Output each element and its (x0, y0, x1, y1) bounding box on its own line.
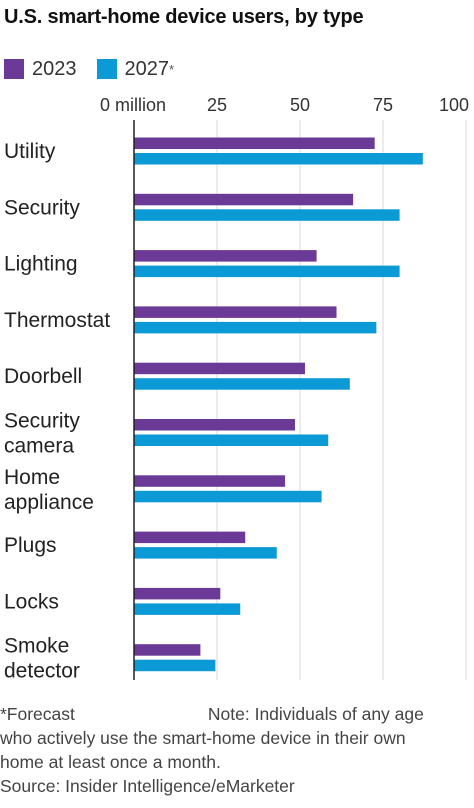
source-note: Source: Insider Intelligence/eMarketer (0, 776, 295, 796)
legend-label-2023: 2023 (32, 57, 77, 80)
chart-title: U.S. smart-home device users, by type (4, 6, 364, 28)
bar-home-appliance-2023 (134, 475, 286, 487)
bar-chart: 0 million 25 50 75 100 Utility Security Lightin… (4, 95, 469, 683)
bar-security-camera-2023 (134, 419, 296, 431)
category-label-smoke-detector-line2: detector (4, 660, 80, 683)
category-label-locks: Locks (4, 590, 59, 613)
bar-utility-2027 (134, 153, 423, 165)
note-line-2: who actively use the smart-home device i… (0, 728, 406, 748)
note-text-1: Note: Individuals of any age (207, 704, 424, 724)
note-line-1: *Forecast Note: Individuals of any age (0, 702, 474, 726)
category-label-home-appliance-line1: Home (4, 466, 60, 489)
bar-security-camera-2027 (134, 434, 329, 446)
x-tick-label-100: 100 (439, 95, 469, 115)
category-label-smoke-detector-line1: Smoke (4, 635, 69, 658)
x-tick-label-50: 50 (290, 95, 310, 115)
category-label-doorbell: Doorbell (4, 365, 82, 388)
bar-plugs-2023 (134, 531, 246, 544)
category-label-security-camera-line1: Security (4, 410, 80, 433)
bar-utility-2023 (134, 137, 375, 149)
category-label-security-camera-line2: camera (4, 435, 74, 458)
bar-thermostat-2027 (134, 321, 377, 334)
chart-notes: *Forecast Note: Individuals of any age wh… (0, 702, 474, 798)
category-label-lighting: Lighting (4, 253, 78, 276)
bar-lighting-2027 (134, 265, 400, 278)
legend-item-2023: 2023 (4, 58, 77, 81)
bar-home-appliance-2027 (134, 490, 322, 503)
bar-doorbell-2023 (134, 362, 305, 375)
bar-plugs-2027 (134, 547, 277, 559)
bar-doorbell-2027 (134, 378, 350, 390)
bar-security-2027 (134, 209, 400, 221)
legend: 2023 2027 * (4, 58, 194, 80)
legend-swatch-2023 (4, 59, 24, 79)
legend-asterisk-2027: * (169, 61, 175, 77)
legend-item-2027: 2027 * (96, 57, 175, 81)
category-label-utility: Utility (4, 140, 56, 163)
bar-thermostat-2023 (134, 306, 337, 318)
category-label-plugs: Plugs (4, 534, 57, 557)
x-tick-label-0: 0 million (100, 95, 166, 115)
category-label-security: Security (4, 196, 80, 219)
legend-swatch-2027 (96, 59, 117, 79)
bar-locks-2027 (134, 603, 241, 615)
bar-smoke-detector-2023 (134, 644, 201, 656)
bar-smoke-detector-2027 (134, 659, 216, 672)
legend-label-2027: 2027 (124, 57, 170, 80)
category-label-home-appliance-line2: appliance (4, 491, 94, 514)
bar-lighting-2023 (134, 250, 317, 262)
bar-security-2023 (134, 193, 354, 206)
note-line-3: home at least once a month. (0, 752, 221, 772)
forecast-note: *Forecast (0, 704, 75, 724)
category-label-thermostat: Thermostat (4, 309, 110, 332)
x-tick-label-25: 25 (207, 95, 227, 115)
bar-locks-2023 (134, 587, 221, 600)
x-tick-label-75: 75 (373, 95, 393, 115)
